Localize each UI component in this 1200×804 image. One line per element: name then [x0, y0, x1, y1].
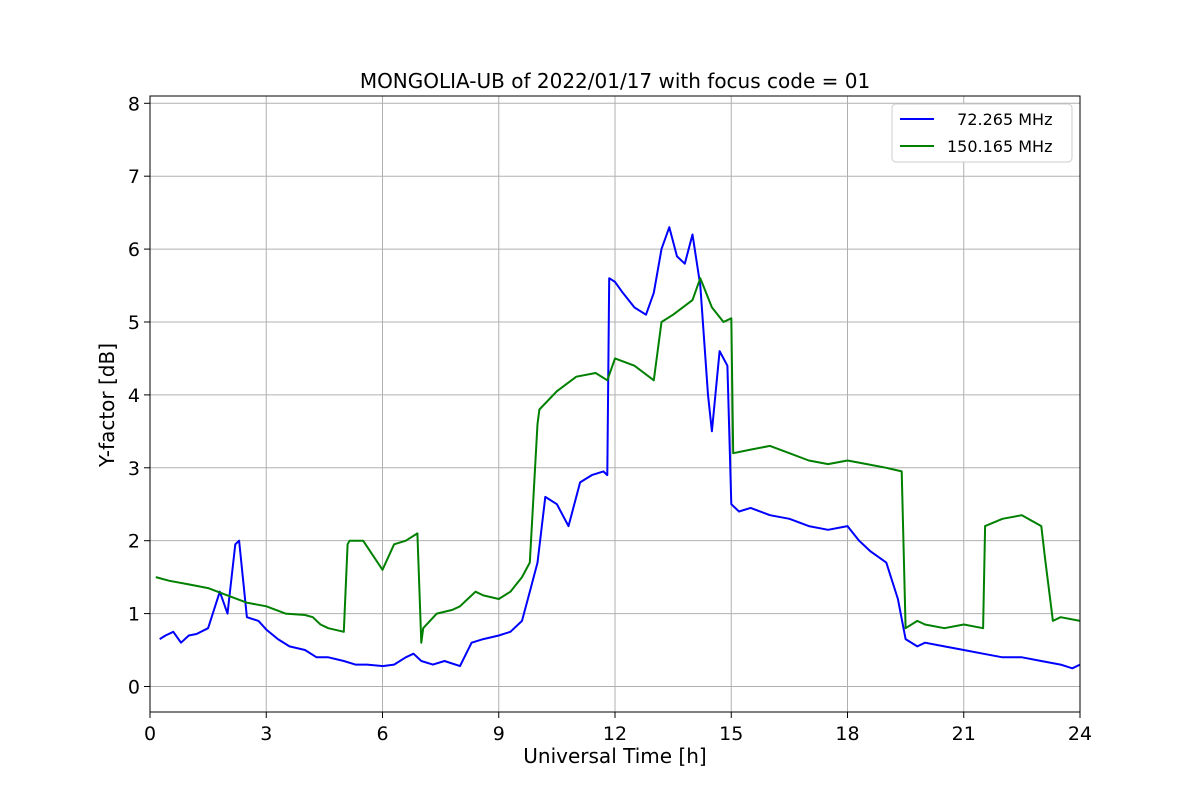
x-axis-label: Universal Time [h]	[523, 744, 706, 768]
legend-label-72-mhz: 72.265 MHz	[947, 110, 1052, 129]
x-tick-label: 18	[835, 723, 859, 745]
chart-title: MONGOLIA-UB of 2022/01/17 with focus cod…	[360, 69, 870, 93]
x-tick-label: 0	[144, 723, 156, 745]
x-tick-label: 24	[1068, 723, 1092, 745]
x-tick-label: 6	[376, 723, 388, 745]
y-tick-label: 6	[128, 239, 140, 261]
legend-frame	[891, 103, 1073, 163]
y-tick-label: 2	[128, 531, 140, 553]
y-tick-label: 3	[128, 458, 140, 480]
y-tick-label: 7	[128, 166, 140, 188]
x-tick-label: 3	[260, 723, 272, 745]
y-tick-label: 0	[128, 676, 140, 698]
legend-label-150-mhz: 150.165 MHz	[947, 137, 1052, 156]
x-tick-label: 15	[719, 723, 743, 745]
y-axis-label: Y-factor [dB]	[95, 343, 119, 468]
y-tick-label: 4	[128, 385, 140, 407]
series-line-150-mhz	[155, 277, 1081, 644]
x-tick-label: 12	[603, 723, 627, 745]
y-tick-label: 8	[128, 93, 140, 115]
x-tick-label: 21	[952, 723, 976, 745]
legend: 72.265 MHz 150.165 MHz	[891, 103, 1073, 163]
series-layer	[155, 226, 1081, 670]
y-tick-label: 5	[128, 312, 140, 334]
series-line-72-mhz	[159, 226, 1081, 670]
y-tick-label: 1	[128, 604, 140, 626]
x-tick-label: 9	[493, 723, 505, 745]
